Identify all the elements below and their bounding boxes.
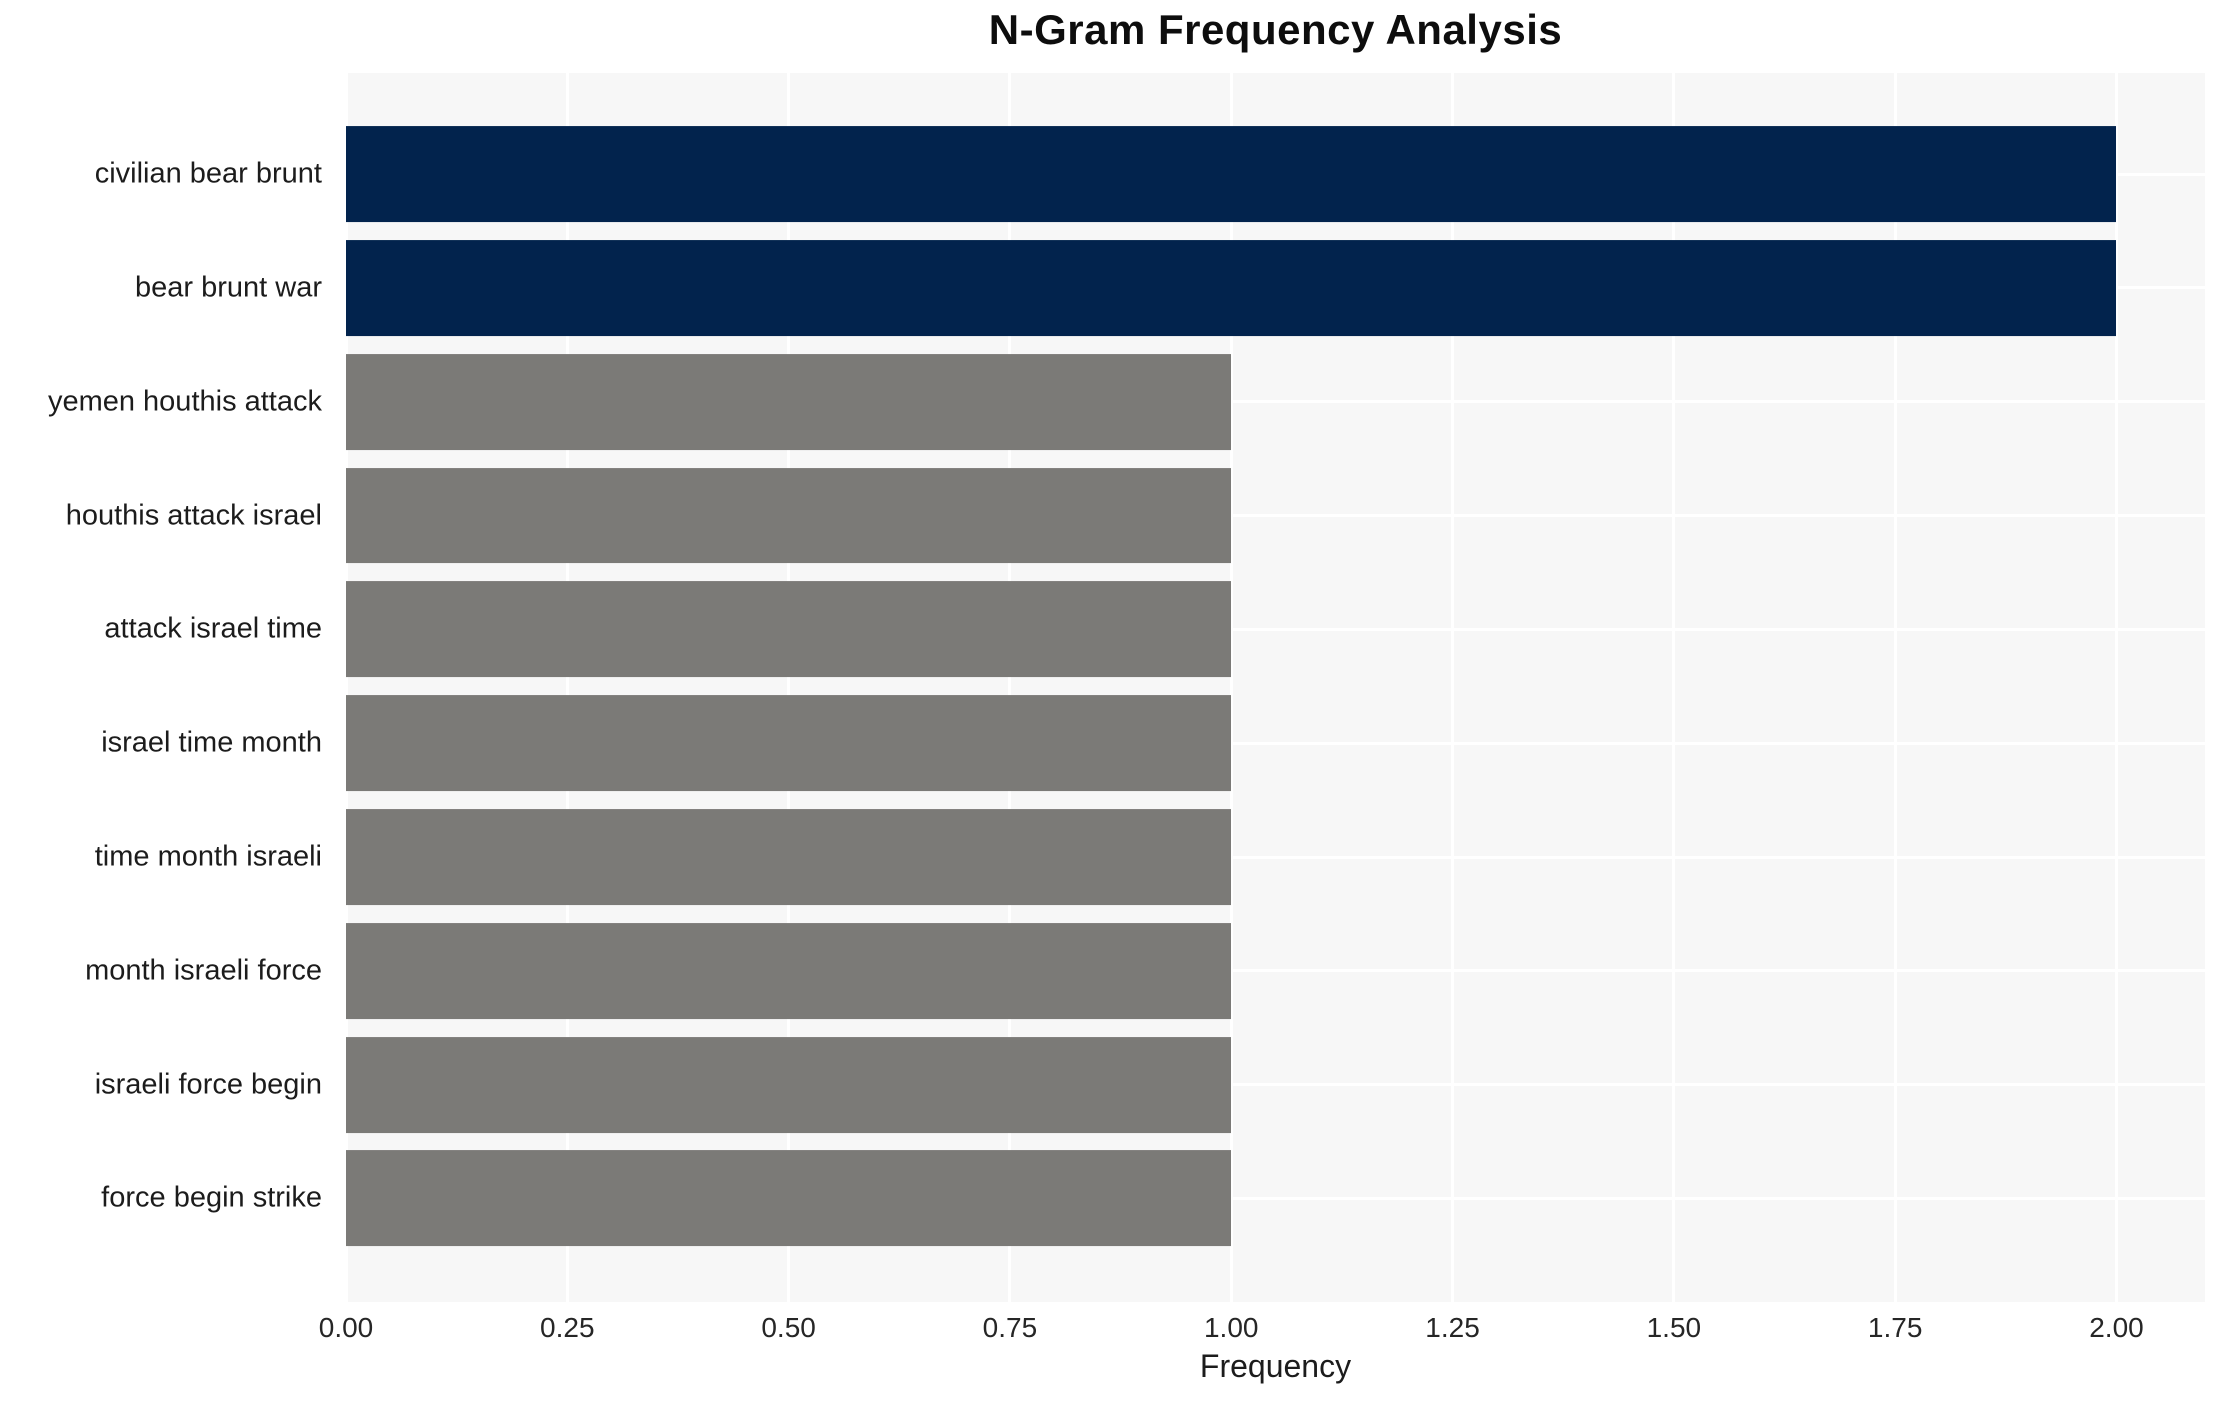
vertical-gridline <box>1229 73 1233 1302</box>
x-axis-title: Frequency <box>1199 1348 1352 1384</box>
y-tick-label: force begin strike <box>101 1181 322 1214</box>
horizontal-gridline <box>346 400 2205 404</box>
horizontal-gridline <box>346 855 2205 859</box>
x-tick-label: 1.25 <box>1425 1312 1480 1343</box>
bar-israeli-force-begin <box>346 1036 1232 1133</box>
bar-attack-israel-time <box>346 581 1232 678</box>
y-tick-label: month israeli force <box>85 954 322 987</box>
bar-time-month-israeli <box>346 809 1232 905</box>
vertical-gridline <box>2114 73 2118 1302</box>
horizontal-gridline <box>346 1196 2205 1200</box>
x-tick-label: 0.50 <box>761 1312 816 1343</box>
x-tick-label: 0.00 <box>318 1312 374 1343</box>
y-tick-label: israel time month <box>101 726 322 759</box>
bar-houthis-attack-israel <box>346 467 1232 564</box>
x-tick-label: 1.75 <box>1867 1312 1923 1343</box>
x-tick-label: 2.00 <box>2089 1312 2144 1343</box>
vertical-gridline <box>1008 73 1012 1302</box>
vertical-gridline <box>1893 73 1897 1302</box>
y-tick-label: time month israeli <box>94 840 322 873</box>
vertical-gridline <box>344 73 348 1302</box>
y-tick-label: attack israel time <box>104 612 322 645</box>
y-tick-label: israeli force begin <box>94 1068 322 1101</box>
horizontal-gridline <box>346 1083 2205 1087</box>
x-axis-ticks: 0.00 0.25 0.50 0.75 1.00 1.25 1.50 1.75 2.00 <box>319 1312 2205 1348</box>
horizontal-gridline <box>346 627 2205 631</box>
horizontal-gridline <box>346 514 2205 517</box>
vertical-gridline <box>787 73 791 1302</box>
vertical-gridline <box>1672 73 1676 1302</box>
x-tick-label: 0.25 <box>540 1312 595 1343</box>
vertical-gridline <box>1451 73 1455 1302</box>
y-tick-label: yemen houthis attack <box>47 385 322 418</box>
y-tick-label: bear brunt war <box>135 271 322 304</box>
y-axis-labels: civilian bear brunt bear brunt war yemen h… <box>0 73 334 1302</box>
chart-title: N-Gram Frequency Analysis <box>988 6 1563 53</box>
plot-area <box>344 73 2205 1302</box>
horizontal-gridline <box>346 969 2205 973</box>
x-tick-label: 1.50 <box>1646 1312 1702 1343</box>
bar-force-begin-strike <box>346 1150 1232 1247</box>
bar-month-israeli-force <box>346 922 1232 1019</box>
x-tick-label: 1.00 <box>1203 1312 1259 1343</box>
y-tick-label: civilian bear brunt <box>94 157 322 190</box>
x-tick-label: 0.75 <box>982 1312 1038 1343</box>
bar-bear-brunt-war <box>346 239 2117 336</box>
horizontal-gridline <box>346 741 2205 745</box>
bar-israel-time-month <box>346 695 1232 792</box>
vertical-gridline <box>565 73 569 1302</box>
bar-civilian-bear-brunt <box>346 126 2117 222</box>
y-tick-label: houthis attack israel <box>65 499 322 531</box>
bar-yemen-houthis-attack <box>346 353 1232 450</box>
